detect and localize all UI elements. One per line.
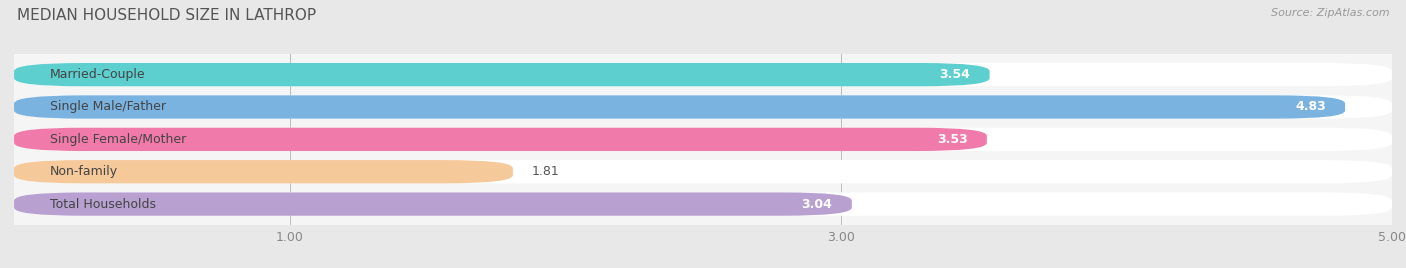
FancyBboxPatch shape [14, 192, 1392, 216]
Text: Non-family: Non-family [49, 165, 118, 178]
FancyBboxPatch shape [14, 63, 990, 86]
Text: Source: ZipAtlas.com: Source: ZipAtlas.com [1271, 8, 1389, 18]
FancyBboxPatch shape [14, 95, 1392, 119]
FancyBboxPatch shape [14, 160, 1392, 183]
FancyBboxPatch shape [14, 63, 1392, 86]
Text: Single Female/Mother: Single Female/Mother [49, 133, 186, 146]
Text: Married-Couple: Married-Couple [49, 68, 145, 81]
FancyBboxPatch shape [14, 128, 987, 151]
FancyBboxPatch shape [14, 192, 852, 216]
Text: MEDIAN HOUSEHOLD SIZE IN LATHROP: MEDIAN HOUSEHOLD SIZE IN LATHROP [17, 8, 316, 23]
FancyBboxPatch shape [14, 128, 1392, 151]
FancyBboxPatch shape [14, 95, 1346, 119]
Text: 3.54: 3.54 [939, 68, 970, 81]
Text: Total Households: Total Households [49, 198, 156, 211]
FancyBboxPatch shape [14, 160, 513, 183]
Text: 3.04: 3.04 [801, 198, 832, 211]
Text: Single Male/Father: Single Male/Father [49, 100, 166, 113]
Text: 4.83: 4.83 [1295, 100, 1326, 113]
Text: 3.53: 3.53 [936, 133, 967, 146]
Text: 1.81: 1.81 [531, 165, 560, 178]
